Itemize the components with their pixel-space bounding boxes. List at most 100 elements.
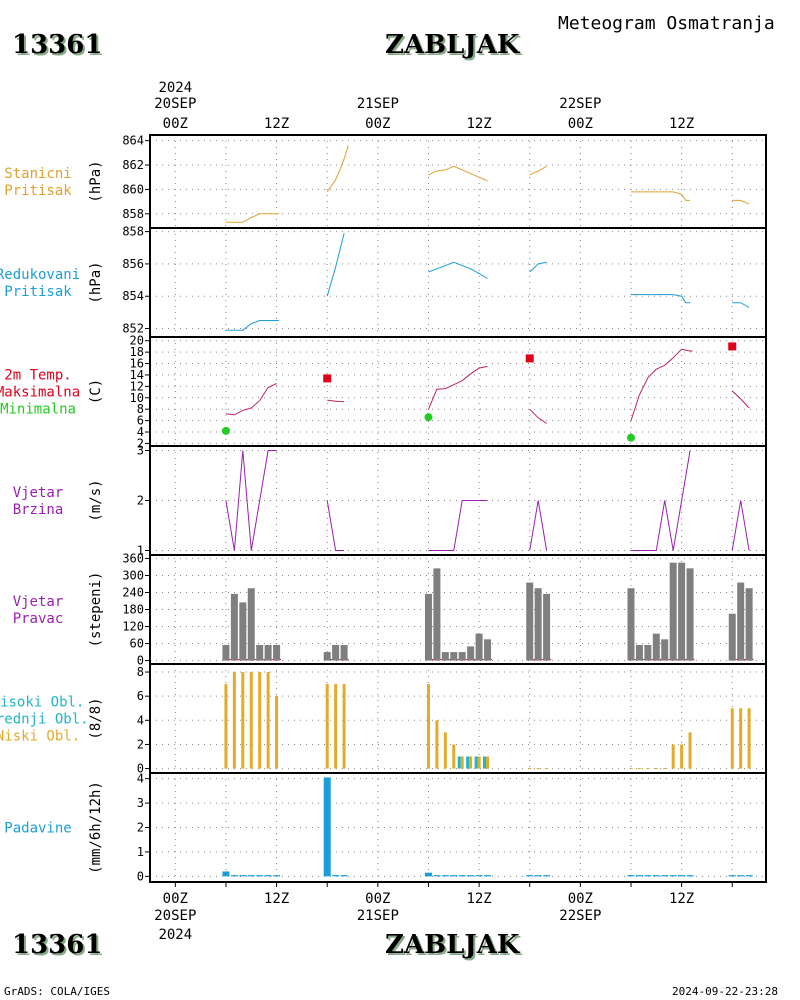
y-tick-label: 1 (137, 845, 144, 859)
bar (467, 875, 475, 877)
bar (475, 875, 483, 877)
bar (728, 613, 736, 661)
y-tick-label: 4 (137, 425, 144, 439)
y-tick-label: 60 (130, 637, 144, 651)
bar (264, 875, 272, 877)
bar (450, 652, 458, 661)
bar (443, 732, 447, 769)
y-axis-label: (hPa) (88, 160, 104, 202)
bar (526, 875, 534, 877)
y-tick-label: 2 (137, 436, 144, 450)
bar (644, 875, 652, 877)
bar (323, 777, 331, 877)
bar (654, 767, 658, 769)
series-line (732, 302, 750, 308)
panel-label: Niski Obl. (0, 729, 80, 745)
panel-label: Brzina (13, 502, 64, 518)
y-tick-label: 120 (122, 620, 144, 634)
bar (441, 875, 449, 877)
top-date-label: 21SEP (357, 96, 399, 112)
y-tick-label: 6 (137, 689, 144, 703)
bar (646, 767, 650, 769)
bar (334, 684, 338, 769)
bar (467, 646, 475, 661)
bar (534, 875, 542, 877)
bar (458, 875, 466, 877)
credit-text: GrADS: COLA/IGES (4, 985, 110, 998)
bar (239, 602, 247, 661)
y-tick-label: 20 (130, 334, 144, 348)
panel-label: Maksimalna (0, 385, 80, 401)
high-cloud-bar (483, 756, 487, 769)
bar (678, 562, 686, 661)
bar (450, 875, 458, 877)
top-time-tick-label: 00Z (568, 116, 593, 132)
bottom-time-tick-label: 12Z (669, 891, 694, 907)
bar (536, 767, 540, 769)
bar (686, 875, 694, 877)
y-tick-label: 0 (137, 654, 144, 668)
y-tick-label: 2 (137, 737, 144, 751)
high-cloud-bar (466, 756, 470, 769)
bar (424, 872, 432, 877)
bar (663, 767, 667, 769)
series-line (529, 408, 547, 424)
tmax-marker (323, 374, 332, 383)
y-tick-label: 3 (137, 444, 144, 458)
bar (635, 875, 643, 877)
bar (661, 875, 669, 877)
bar (239, 875, 247, 877)
bar (325, 684, 329, 769)
bar (543, 593, 551, 661)
bar (273, 644, 281, 661)
panel-frame (149, 134, 767, 229)
y-tick-label: 180 (122, 603, 144, 617)
top-year-label: 2024 (158, 80, 192, 96)
panel-frame (149, 772, 767, 883)
bar (232, 672, 236, 769)
series-line (631, 294, 691, 304)
series-line (428, 165, 488, 182)
bar (484, 639, 492, 661)
panel-clouds: 0 2 4 6 8 Visoki Obl.Srednji Obl.Niski Obl. (8… (0, 663, 767, 776)
y-tick-label: 10 (130, 391, 144, 405)
bar (452, 744, 456, 769)
series-line (225, 213, 280, 223)
bottom-time-tick-label: 00Z (365, 891, 390, 907)
bar (475, 633, 483, 661)
panel-label: Padavine (4, 821, 71, 837)
series-line (631, 450, 691, 551)
bottom-time-tick-label: 00Z (163, 891, 188, 907)
tmin-marker (424, 413, 433, 422)
series-line (327, 399, 345, 403)
bar (340, 644, 348, 661)
bar (258, 672, 262, 769)
y-tick-label: 6 (137, 414, 144, 428)
panel-frame (149, 445, 767, 556)
top-date-label: 20SEP (154, 96, 196, 112)
bar (222, 871, 230, 877)
y-tick-label: 240 (122, 585, 144, 599)
bottom-date-label: 22SEP (559, 908, 601, 924)
bar (745, 588, 753, 661)
bar (256, 644, 264, 661)
y-tick-label: 856 (122, 257, 144, 271)
bar (739, 708, 743, 769)
timestamp-text: 2024-09-22-23:28 (672, 985, 778, 998)
y-axis-label: (C) (88, 379, 104, 404)
bar (637, 767, 641, 769)
tmax-marker (728, 342, 737, 351)
y-tick-label: 3 (137, 796, 144, 810)
bar (247, 588, 255, 661)
bar (545, 767, 549, 769)
bar (332, 644, 340, 661)
top-time-tick-label: 12Z (264, 116, 289, 132)
panel-label: Redukovani (0, 267, 80, 283)
y-tick-label: 0 (137, 762, 144, 776)
bar (543, 875, 551, 877)
bar (323, 652, 331, 661)
series-line (631, 191, 691, 201)
